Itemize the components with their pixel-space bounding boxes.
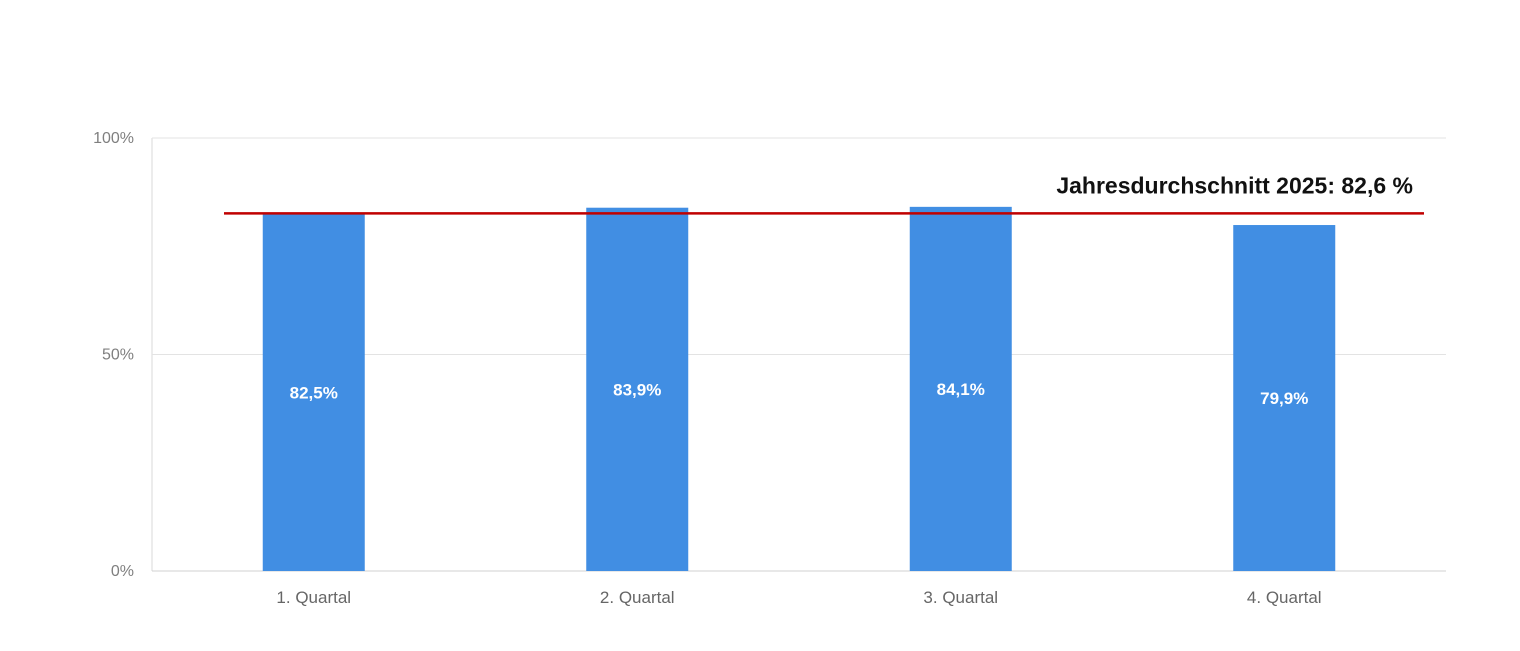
x-category-label: 2. Quartal bbox=[600, 588, 675, 607]
grid-layer bbox=[151, 137, 1446, 572]
x-category-label: 4. Quartal bbox=[1247, 588, 1322, 607]
bar-value-label: 82,5% bbox=[290, 383, 338, 402]
label-layer: 0% 50% 100% 82,5% 1. Quartal 83,9% 2. Quartal 8… bbox=[93, 130, 1322, 607]
bar-layer bbox=[262, 206, 1336, 572]
x-category-label: 3. Quartal bbox=[923, 588, 998, 607]
bar-value-label: 79,9% bbox=[1260, 389, 1308, 408]
reference-line-layer: Jahresdurchschnitt 2025: 82,6 % bbox=[224, 172, 1424, 215]
bar bbox=[909, 206, 1012, 572]
y-tick-label: 0% bbox=[111, 563, 134, 580]
bar bbox=[586, 207, 689, 571]
x-category-label: 1. Quartal bbox=[276, 588, 351, 607]
bar-value-label: 83,9% bbox=[613, 380, 661, 399]
bar bbox=[1233, 225, 1336, 571]
bar bbox=[262, 213, 365, 571]
bar-value-label: 84,1% bbox=[937, 380, 985, 399]
y-tick-label: 50% bbox=[102, 347, 134, 364]
y-tick-label: 100% bbox=[93, 130, 134, 147]
average-reference-label: Jahresdurchschnitt 2025: 82,6 % bbox=[1056, 172, 1413, 198]
